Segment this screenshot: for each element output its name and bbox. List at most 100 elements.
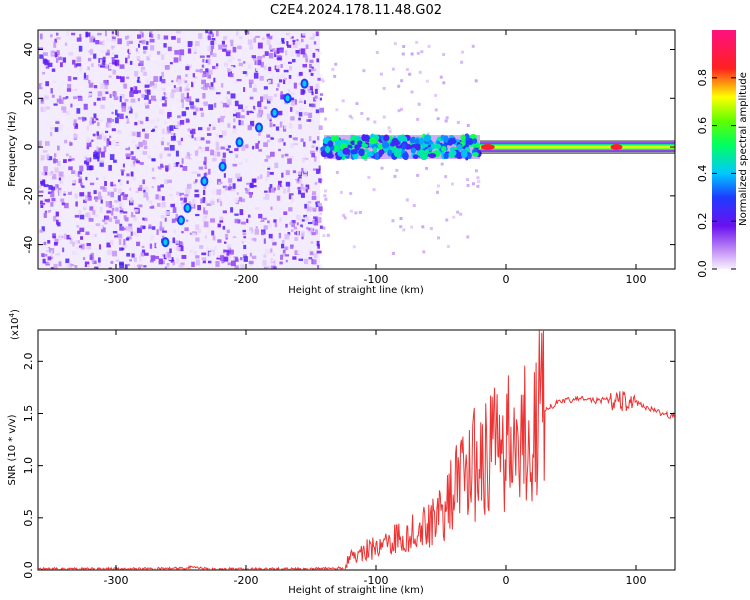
spectrogram-cell bbox=[134, 231, 139, 237]
spectrogram-cell bbox=[266, 113, 272, 120]
spectrogram-cell bbox=[284, 254, 290, 257]
spectrogram-cell bbox=[54, 238, 59, 244]
spectrogram-cell bbox=[179, 192, 184, 196]
spectrogram-cell bbox=[136, 227, 142, 233]
spectrogram-cell bbox=[86, 165, 92, 171]
spectrogram-cell bbox=[199, 255, 204, 261]
carrier-band-cell bbox=[428, 153, 437, 159]
spectrogram-haze-cell bbox=[456, 210, 460, 214]
spectrogram-cell bbox=[202, 71, 207, 77]
spectrogram-cell bbox=[103, 175, 106, 182]
spectrogram-cell bbox=[288, 134, 292, 138]
spectrogram-cell bbox=[299, 178, 302, 184]
spectrogram-cell bbox=[150, 255, 156, 261]
spectrogram-cell bbox=[86, 157, 90, 162]
spectrogram-cell bbox=[105, 218, 109, 222]
spectrogram-cell bbox=[306, 119, 311, 122]
spectrogram-cell bbox=[219, 117, 224, 123]
spectrogram-cell bbox=[95, 118, 99, 121]
spectrogram-cell bbox=[75, 48, 79, 54]
spectrogram-cell bbox=[166, 251, 171, 258]
carrier-peak bbox=[480, 144, 495, 151]
spectrogram-cell bbox=[180, 93, 185, 100]
spectrogram-cell bbox=[132, 175, 136, 181]
spectrogram-cell bbox=[271, 263, 275, 266]
doppler-trace-core bbox=[272, 109, 277, 116]
spectrogram-cell bbox=[213, 102, 217, 108]
spectrogram-cell bbox=[226, 148, 230, 151]
spectrogram-cell bbox=[210, 218, 216, 223]
spectrogram-cell bbox=[217, 239, 222, 243]
spectrogram-cell bbox=[126, 118, 130, 122]
spectrogram-cell bbox=[316, 250, 322, 254]
spectrogram-cell bbox=[184, 227, 189, 232]
spectrogram-cell bbox=[140, 252, 145, 257]
y-tick-label: 1.5 bbox=[22, 405, 35, 423]
spectrogram-haze-cell bbox=[437, 236, 441, 240]
spectrogram-cell bbox=[288, 75, 292, 79]
spectrogram-cell bbox=[55, 58, 59, 63]
spectrogram-cell bbox=[136, 131, 141, 138]
spectrogram-cell bbox=[135, 48, 138, 53]
spectrogram-cell bbox=[216, 189, 222, 195]
spectrogram-cell bbox=[149, 182, 154, 186]
spectrogram-cell bbox=[57, 133, 63, 139]
spectrogram-cell bbox=[187, 90, 191, 97]
spectrogram-cell bbox=[157, 230, 163, 234]
spectrogram-cell bbox=[75, 130, 81, 135]
spectrogram-cell bbox=[264, 159, 269, 162]
spectrogram-cell bbox=[77, 116, 82, 120]
spectrogram-haze-cell bbox=[434, 93, 438, 97]
spectrogram-cell bbox=[275, 68, 280, 73]
spectrogram-cell bbox=[243, 256, 248, 262]
spectrogram-cell bbox=[278, 110, 283, 116]
spectrogram-cell bbox=[76, 37, 82, 42]
spectrogram-cell bbox=[164, 217, 167, 222]
spectrogram-cell bbox=[227, 262, 232, 266]
spectrogram-cell bbox=[102, 219, 106, 223]
spectrogram-cell bbox=[77, 230, 81, 235]
spectrogram-cell bbox=[291, 58, 296, 63]
spectrogram-cell bbox=[206, 247, 209, 250]
spectrogram-cell bbox=[66, 153, 69, 157]
spectrogram-cell bbox=[234, 265, 239, 269]
spectrogram-cell bbox=[108, 63, 113, 70]
spectrogram-cell bbox=[66, 130, 70, 134]
spectrogram-haze-cell bbox=[466, 123, 470, 127]
spectrogram-cell bbox=[203, 161, 206, 165]
spectrogram-cell bbox=[75, 246, 81, 250]
spectrogram-cell bbox=[310, 159, 314, 164]
y-tick-label: -20 bbox=[22, 187, 35, 205]
spectrogram-cell bbox=[184, 80, 188, 84]
carrier-band-cell bbox=[434, 143, 442, 150]
spectrogram-cell bbox=[232, 236, 237, 239]
spectrogram-cell bbox=[161, 62, 165, 68]
spectrogram-cell bbox=[170, 132, 174, 136]
spectrogram-cell bbox=[315, 83, 320, 90]
spectrogram-cell bbox=[249, 82, 252, 88]
spectrogram-cell bbox=[181, 231, 184, 234]
spectrogram-cell bbox=[265, 176, 268, 183]
spectrogram-cell bbox=[66, 234, 72, 240]
spectrogram-cell bbox=[191, 134, 194, 139]
spectrogram-cell bbox=[99, 159, 105, 163]
spectrogram-cell bbox=[149, 38, 155, 43]
spectrogram-cell bbox=[117, 149, 121, 153]
spectrogram-cell bbox=[39, 229, 44, 233]
spectrogram-cell bbox=[109, 131, 112, 135]
spectrogram-cell bbox=[288, 33, 292, 39]
spectrogram-cell bbox=[310, 123, 315, 129]
spectrogram-cell bbox=[84, 261, 90, 267]
spectrogram-cell bbox=[178, 264, 184, 268]
spectrogram-cell bbox=[165, 94, 169, 98]
spectrogram-cell bbox=[195, 255, 200, 259]
spectrogram-cell bbox=[74, 265, 78, 268]
spectrogram-cell bbox=[129, 40, 133, 45]
spectrogram-cell bbox=[121, 171, 124, 176]
spectrogram-cell bbox=[71, 32, 76, 36]
spectrogram-cell bbox=[300, 89, 305, 96]
spectrogram-haze-cell bbox=[333, 74, 337, 78]
spectrogram-cell bbox=[296, 230, 300, 237]
spectrogram-cell bbox=[302, 63, 308, 68]
spectrogram-cell bbox=[173, 57, 179, 63]
